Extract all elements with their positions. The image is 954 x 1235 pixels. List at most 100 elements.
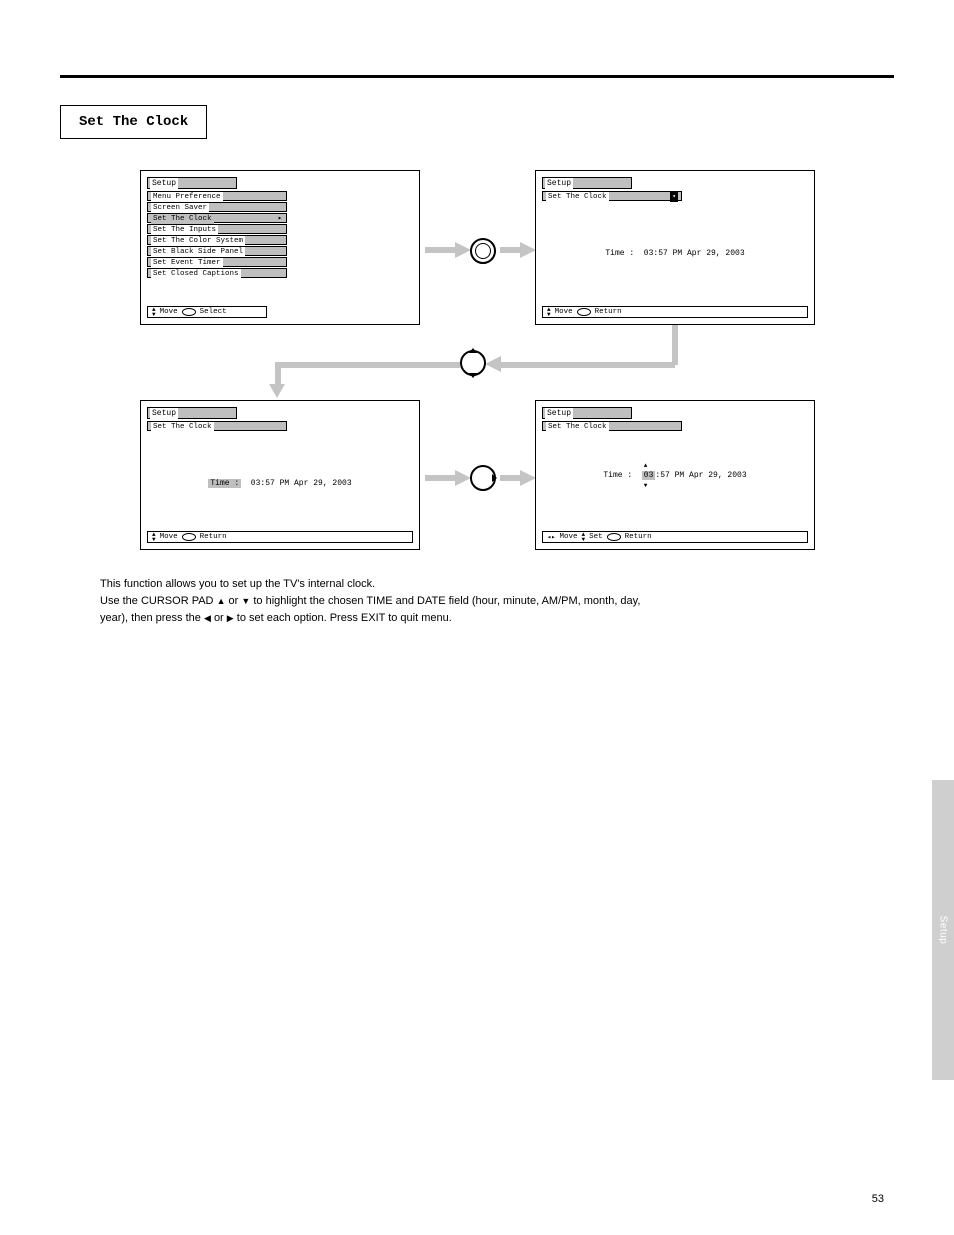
cursor-ring-ud (460, 350, 486, 376)
updown-icon: ▲▼ (152, 532, 156, 542)
arrow-stem (500, 247, 520, 253)
caret-up-icon: ▲ (644, 462, 648, 469)
time-prefix-hl: Time : (208, 479, 241, 488)
leftright-icon: ◂▸ (547, 533, 555, 542)
chevron-down-icon: ▾ (670, 192, 678, 202)
arrow-down (269, 384, 285, 398)
footer-move: Move (160, 308, 178, 316)
triangle-left-icon: ◀ (204, 613, 211, 623)
time-line-b: Time : 03:57 PM Apr 29, 2003 (536, 249, 814, 258)
setup-tab-a: Setup (147, 177, 237, 189)
connector (672, 325, 678, 365)
oval-icon (607, 533, 621, 541)
arrow-right-icon (520, 470, 536, 486)
time-line-c: Time : 03:57 PM Apr 29, 2003 (141, 479, 419, 488)
arrow-down-icon (269, 384, 285, 398)
setup-tab-d: Setup (542, 407, 632, 419)
setup-tab-label: Setup (545, 408, 573, 420)
time-value: 03:57 PM Apr 29, 2003 (644, 249, 745, 258)
triangle-down-icon: ▼ (241, 596, 250, 606)
footer-select: Select (200, 308, 227, 316)
time-line-d: Time : ▲ 03 ▼ :57 PM Apr 29, 2003 (536, 471, 814, 480)
footer-move: Move (555, 308, 573, 316)
margin-tab: Setup (932, 780, 954, 1080)
caret-down-icon: ▼ (644, 482, 648, 489)
menu-item[interactable]: Set Closed Captions (147, 268, 287, 278)
sub-tab-row: Set The Clock (542, 421, 808, 431)
updown-icon: ▲▼ (581, 532, 585, 542)
updown-icon: ▲▼ (152, 307, 156, 317)
setup-tab-b: Setup (542, 177, 632, 189)
footer-bar-d: ◂▸ Move ▲▼ Set Return (542, 531, 808, 543)
menu-list: Menu Preference Screen Saver Set The Clo… (147, 191, 413, 279)
screen-clock-time-hl: Setup Set The Clock Time : 03:57 PM Apr … (140, 400, 420, 550)
sub-tab[interactable]: Set The Clock ▾ (542, 191, 682, 201)
sub-tab[interactable]: Set The Clock (542, 421, 682, 431)
footer-set: Set (589, 533, 603, 541)
oval-icon (182, 533, 196, 541)
menu-item[interactable]: Set Black Side Panel (147, 246, 287, 256)
margin-tab-label: Setup (938, 916, 949, 945)
instructions: This function allows you to set up the T… (100, 575, 854, 628)
setup-tab-label: Setup (150, 178, 178, 190)
flow-arrow (500, 470, 536, 486)
arrow-stem (425, 475, 455, 481)
footer-move: Move (559, 533, 577, 541)
time-value: 03:57 PM Apr 29, 2003 (251, 479, 352, 488)
section-title-text: Set The Clock (79, 114, 188, 130)
hour-hl[interactable]: 03 (642, 471, 656, 480)
triangle-up-icon: ▲ (217, 596, 226, 606)
flow-arrow (500, 242, 536, 258)
footer-return: Return (625, 533, 652, 541)
arrow-right-icon (455, 242, 471, 258)
time-prefix: Time : (605, 249, 634, 258)
sub-tab-row: Set The Clock ▾ (542, 191, 808, 201)
menu-item-selected[interactable]: Set The Clock ▸ (147, 213, 287, 223)
time-rest: :57 PM Apr 29, 2003 (655, 471, 746, 480)
ring-updown-icon (460, 350, 486, 376)
menu-item[interactable]: Menu Preference (147, 191, 287, 201)
connector (500, 362, 675, 368)
setup-tab-label: Setup (150, 408, 178, 420)
arrow-stem (425, 247, 455, 253)
updown-icon: ▲▼ (547, 307, 551, 317)
menu-item[interactable]: Screen Saver (147, 202, 287, 212)
chevron-right-icon: ▸ (276, 214, 284, 224)
footer-move: Move (160, 533, 178, 541)
cursor-ring (470, 238, 496, 264)
menu-item[interactable]: Set Event Timer (147, 257, 287, 267)
footer-bar-b: ▲▼ Move Return (542, 306, 808, 318)
instruction-line: This function allows you to set up the T… (100, 577, 854, 592)
instruction-line: Use the CURSOR PAD ▲ or ▼ to highlight t… (100, 594, 854, 609)
screen-clock-hour-edit: Setup Set The Clock Time : ▲ 03 ▼ :57 PM… (535, 400, 815, 550)
arrow-stem (500, 475, 520, 481)
spacer (147, 284, 413, 296)
connector (275, 362, 460, 368)
page-top-rule (60, 75, 894, 78)
page-number: 53 (872, 1193, 884, 1205)
figure-area: Setup Menu Preference Screen Saver Set T… (60, 170, 895, 570)
oval-icon (577, 308, 591, 316)
footer-return: Return (200, 533, 227, 541)
time-prefix: Time : (603, 471, 632, 480)
setup-tab-label: Setup (545, 178, 573, 190)
ring-icon (470, 238, 496, 264)
menu-item[interactable]: Set The Inputs (147, 224, 287, 234)
sub-tab-row: Set The Clock (147, 421, 413, 431)
screen-setup-menu: Setup Menu Preference Screen Saver Set T… (140, 170, 420, 325)
arrow-right-icon (455, 470, 471, 486)
triangle-right-icon: ▶ (227, 613, 234, 623)
menu-item[interactable]: Set The Color System (147, 235, 287, 245)
footer-bar-a: ▲▼ Move Select (147, 306, 267, 318)
cursor-ring-right (470, 465, 496, 491)
instruction-line: year), then press the ◀ or ▶ to set each… (100, 611, 854, 626)
setup-tab-c: Setup (147, 407, 237, 419)
arrow-left-icon (485, 356, 501, 372)
ring-right-icon (470, 465, 496, 491)
oval-icon (182, 308, 196, 316)
sub-tab[interactable]: Set The Clock (147, 421, 287, 431)
footer-bar-c: ▲▼ Move Return (147, 531, 413, 543)
flow-arrow (425, 470, 471, 486)
flow-arrow (425, 242, 471, 258)
screen-clock-display: Setup Set The Clock ▾ Time : 03:57 PM Ap… (535, 170, 815, 325)
